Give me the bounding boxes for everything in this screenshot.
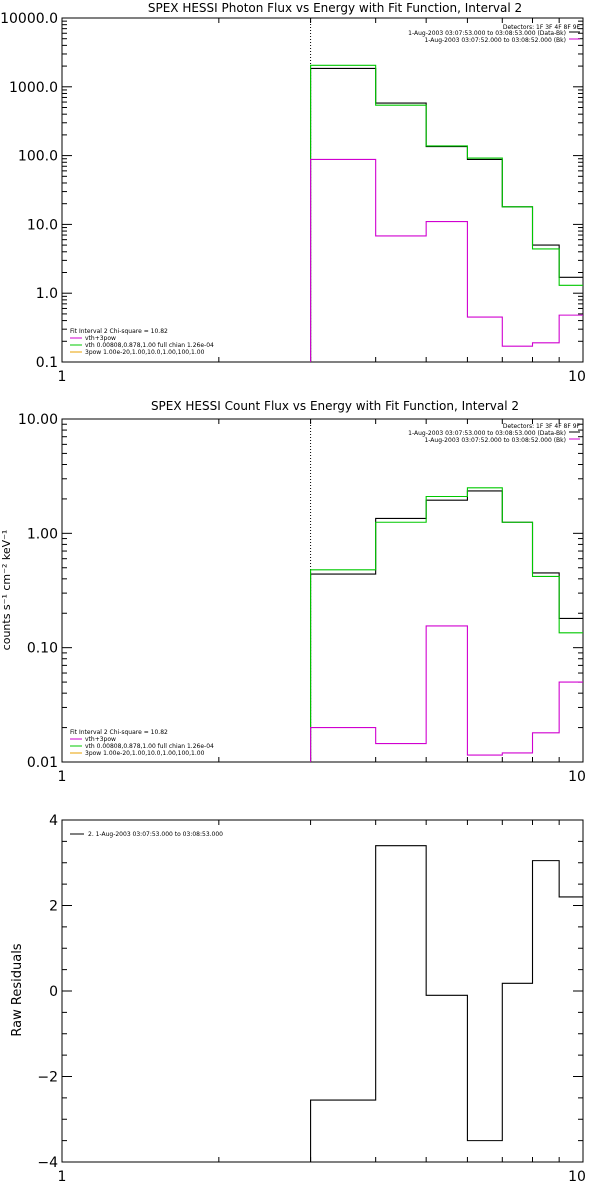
series-green-step: [310, 64, 583, 362]
count-legend-detectors: Detectors: 1F 3F 4F 8F 9F: [503, 423, 581, 430]
count-flux-ylabel: counts s⁻¹ cm⁻² keV⁻¹: [0, 530, 13, 651]
x-tick-label: 10: [568, 369, 586, 385]
residuals-panel: Raw Residuals 2. 1-Aug-2003 03:07:53.000…: [10, 813, 586, 1185]
photon-legend-bk: 1-Aug-2003 03:07:52.000 to 03:08:52.000 …: [424, 37, 566, 44]
y-tick-label: 0: [49, 984, 58, 1000]
plot-frame: [61, 17, 584, 363]
plot-frame: [61, 418, 584, 763]
y-tick-label: 10000.0: [0, 11, 58, 27]
series-magenta-step: [310, 158, 583, 362]
y-tick-label: 10.00: [18, 412, 58, 428]
y-tick-label: −2: [37, 1070, 58, 1086]
y-tick-label: −4: [37, 1155, 58, 1171]
photon-legend-detectors: Detectors: 1F 3F 4F 8F 9F: [503, 24, 581, 31]
y-tick-label: 1000.0: [9, 80, 58, 96]
x-tick-label: 1: [58, 1169, 67, 1185]
photon-legend-data-bk: 1-Aug-2003 03:07:53.000 to 03:08:53.000 …: [408, 30, 566, 37]
plot-frame: [61, 819, 584, 1163]
y-tick-label: 100.0: [18, 149, 58, 165]
photon-fit-item-3: 3pow 1.00e-20,1.00,10.0,1.00,100,1.00: [85, 349, 205, 356]
x-tick-label: 10: [568, 1169, 586, 1185]
series-black-step: [310, 67, 583, 362]
photon-flux-title: SPEX HESSI Photon Flux vs Energy with Fi…: [148, 1, 522, 15]
y-tick-label: 0.01: [27, 755, 58, 771]
photon-fit-item-2: vth 0.00808,0.878,1.00 full chian 1.26e-…: [85, 342, 214, 349]
x-tick-label: 1: [58, 369, 67, 385]
series-green-step: [310, 487, 583, 762]
y-tick-label: 1.0: [36, 286, 58, 302]
y-tick-label: 0.10: [27, 641, 58, 657]
series-magenta-step: [310, 625, 583, 762]
count-legend-data-bk: 1-Aug-2003 03:07:53.000 to 03:08:53.000 …: [408, 430, 566, 437]
residuals-ylabel: Raw Residuals: [10, 943, 25, 1036]
x-tick-label: 1: [58, 769, 67, 785]
series-black-step: [310, 845, 583, 1162]
count-legend-bk: 1-Aug-2003 03:07:52.000 to 03:08:52.000 …: [424, 437, 566, 444]
count-fit-header: Fit Interval 2 Chi-square = 10.82: [70, 729, 168, 736]
photon-flux-panel: SPEX HESSI Photon Flux vs Energy with Fi…: [0, 1, 586, 385]
y-tick-label: 1.00: [27, 526, 58, 542]
y-tick-label: 2: [49, 899, 58, 915]
count-fit-item-3: 3pow 1.00e-20,1.00,10.0,1.00,100,1.00: [85, 750, 205, 757]
x-tick-label: 10: [568, 769, 586, 785]
y-tick-label: 4: [49, 813, 58, 829]
residuals-legend: 2. 1-Aug-2003 03:07:53.000 to 03:08:53.0…: [88, 831, 223, 838]
count-fit-item-2: vth 0.00808,0.878,1.00 full chian 1.26e-…: [85, 743, 214, 750]
count-flux-panel: SPEX HESSI Count Flux vs Energy with Fit…: [0, 399, 586, 785]
y-tick-label: 10.0: [27, 217, 58, 233]
photon-fit-header: Fit Interval 2 Chi-square = 10.82: [70, 328, 168, 335]
count-fit-item-1: vth+3pow: [85, 736, 116, 743]
count-flux-title: SPEX HESSI Count Flux vs Energy with Fit…: [151, 399, 519, 413]
y-tick-label: 0.1: [36, 355, 58, 371]
photon-fit-item-1: vth+3pow: [85, 335, 116, 342]
